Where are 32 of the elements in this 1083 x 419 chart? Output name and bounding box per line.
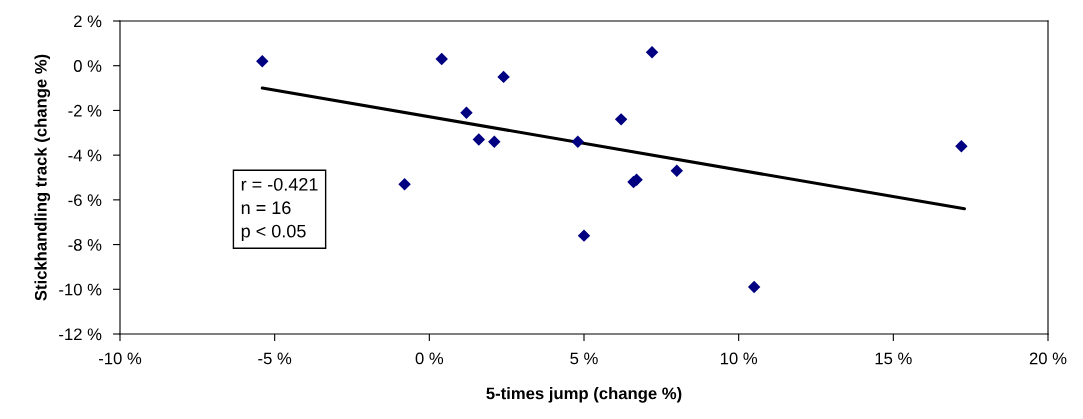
x-tick-label: 10 % — [720, 352, 758, 365]
y-tick-label: -4 % — [68, 149, 102, 162]
x-tick-label: 15 % — [875, 352, 912, 365]
point — [472, 133, 486, 146]
y-tick-label: -2 % — [68, 104, 102, 117]
point — [497, 70, 510, 84]
point — [256, 55, 269, 68]
y-tick-label: -8 % — [68, 238, 102, 251]
point — [645, 46, 659, 59]
point — [488, 135, 501, 148]
point — [747, 280, 761, 294]
point — [955, 139, 968, 153]
point — [577, 229, 591, 242]
point — [435, 52, 448, 66]
annotation: r = -0.421 n = 16 p < 0.05 — [241, 177, 318, 242]
point — [571, 135, 585, 148]
x-tick-label: 0 % — [415, 352, 444, 365]
y-tick-label: -12 % — [59, 328, 102, 341]
y-axis-title: Stickhandling track (change %) — [34, 54, 51, 301]
y-tick-label: -10 % — [59, 283, 102, 296]
y-tick-label: -6 % — [68, 194, 102, 207]
point — [460, 106, 473, 119]
point — [614, 113, 628, 126]
y-tick-label: 2 % — [74, 15, 102, 28]
x-tick-label: -5 % — [258, 352, 292, 365]
x-tick-label: -10 % — [98, 352, 142, 365]
x-axis-title: 5-times jump (change %) — [486, 387, 682, 403]
y-tick-label: 0 % — [73, 60, 102, 72]
point — [670, 164, 684, 177]
x-tick-label: 20 % — [1029, 352, 1067, 365]
point — [398, 178, 411, 191]
x-tick-label: 5 % — [570, 352, 598, 365]
